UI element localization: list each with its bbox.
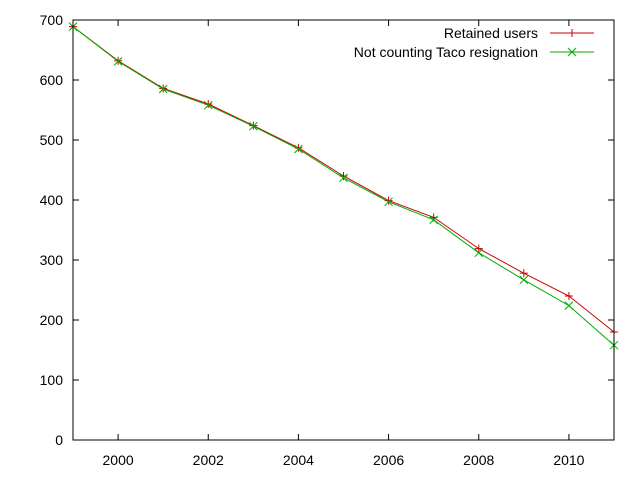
y-tick-label: 0 <box>55 432 63 448</box>
data-point <box>203 100 213 110</box>
y-tick-label: 100 <box>40 372 64 388</box>
y-tick-label: 300 <box>40 252 64 268</box>
x-tick-label: 2002 <box>193 452 224 468</box>
x-axis: 2000 2002 2004 2006 2008 2010 <box>103 20 585 468</box>
y-tick-label: 400 <box>40 192 64 208</box>
data-point <box>339 172 348 180</box>
x-tick-label: 2008 <box>463 452 494 468</box>
plot-frame <box>72 19 615 441</box>
data-point <box>294 143 303 152</box>
data-point <box>429 215 439 225</box>
legend-entry: Retained users <box>444 25 594 41</box>
data-point <box>474 244 483 253</box>
legend-marker <box>568 29 576 37</box>
data-point <box>474 248 484 258</box>
y-tick-label: 700 <box>40 12 64 28</box>
y-tick-label: 600 <box>40 72 64 88</box>
data-point <box>519 269 528 278</box>
y-tick-label: 200 <box>40 312 64 328</box>
x-tick-label: 2006 <box>373 452 404 468</box>
legend: Retained users Not counting Taco resignat… <box>354 25 594 60</box>
data-point <box>384 196 393 205</box>
legend-label: Retained users <box>444 25 538 41</box>
data-point <box>204 100 213 108</box>
legend-label: Not counting Taco resignation <box>354 44 538 60</box>
data-point <box>113 57 123 66</box>
data-point <box>158 84 168 94</box>
legend-marker <box>567 47 577 57</box>
x-tick-label: 2004 <box>283 452 314 468</box>
data-point <box>564 292 573 300</box>
y-axis: 0 100 200 300 400 500 600 700 <box>40 12 614 448</box>
data-point <box>564 301 574 310</box>
data-point <box>384 197 393 207</box>
y-tick-label: 500 <box>40 132 64 148</box>
legend-entry: Not counting Taco resignation <box>354 44 594 60</box>
data-point <box>294 144 303 154</box>
data-point <box>339 173 348 183</box>
series-markers <box>68 22 619 350</box>
x-tick-label: 2010 <box>553 452 584 468</box>
x-tick-label: 2000 <box>103 452 134 468</box>
data-point <box>519 275 529 285</box>
data-point <box>248 121 258 131</box>
